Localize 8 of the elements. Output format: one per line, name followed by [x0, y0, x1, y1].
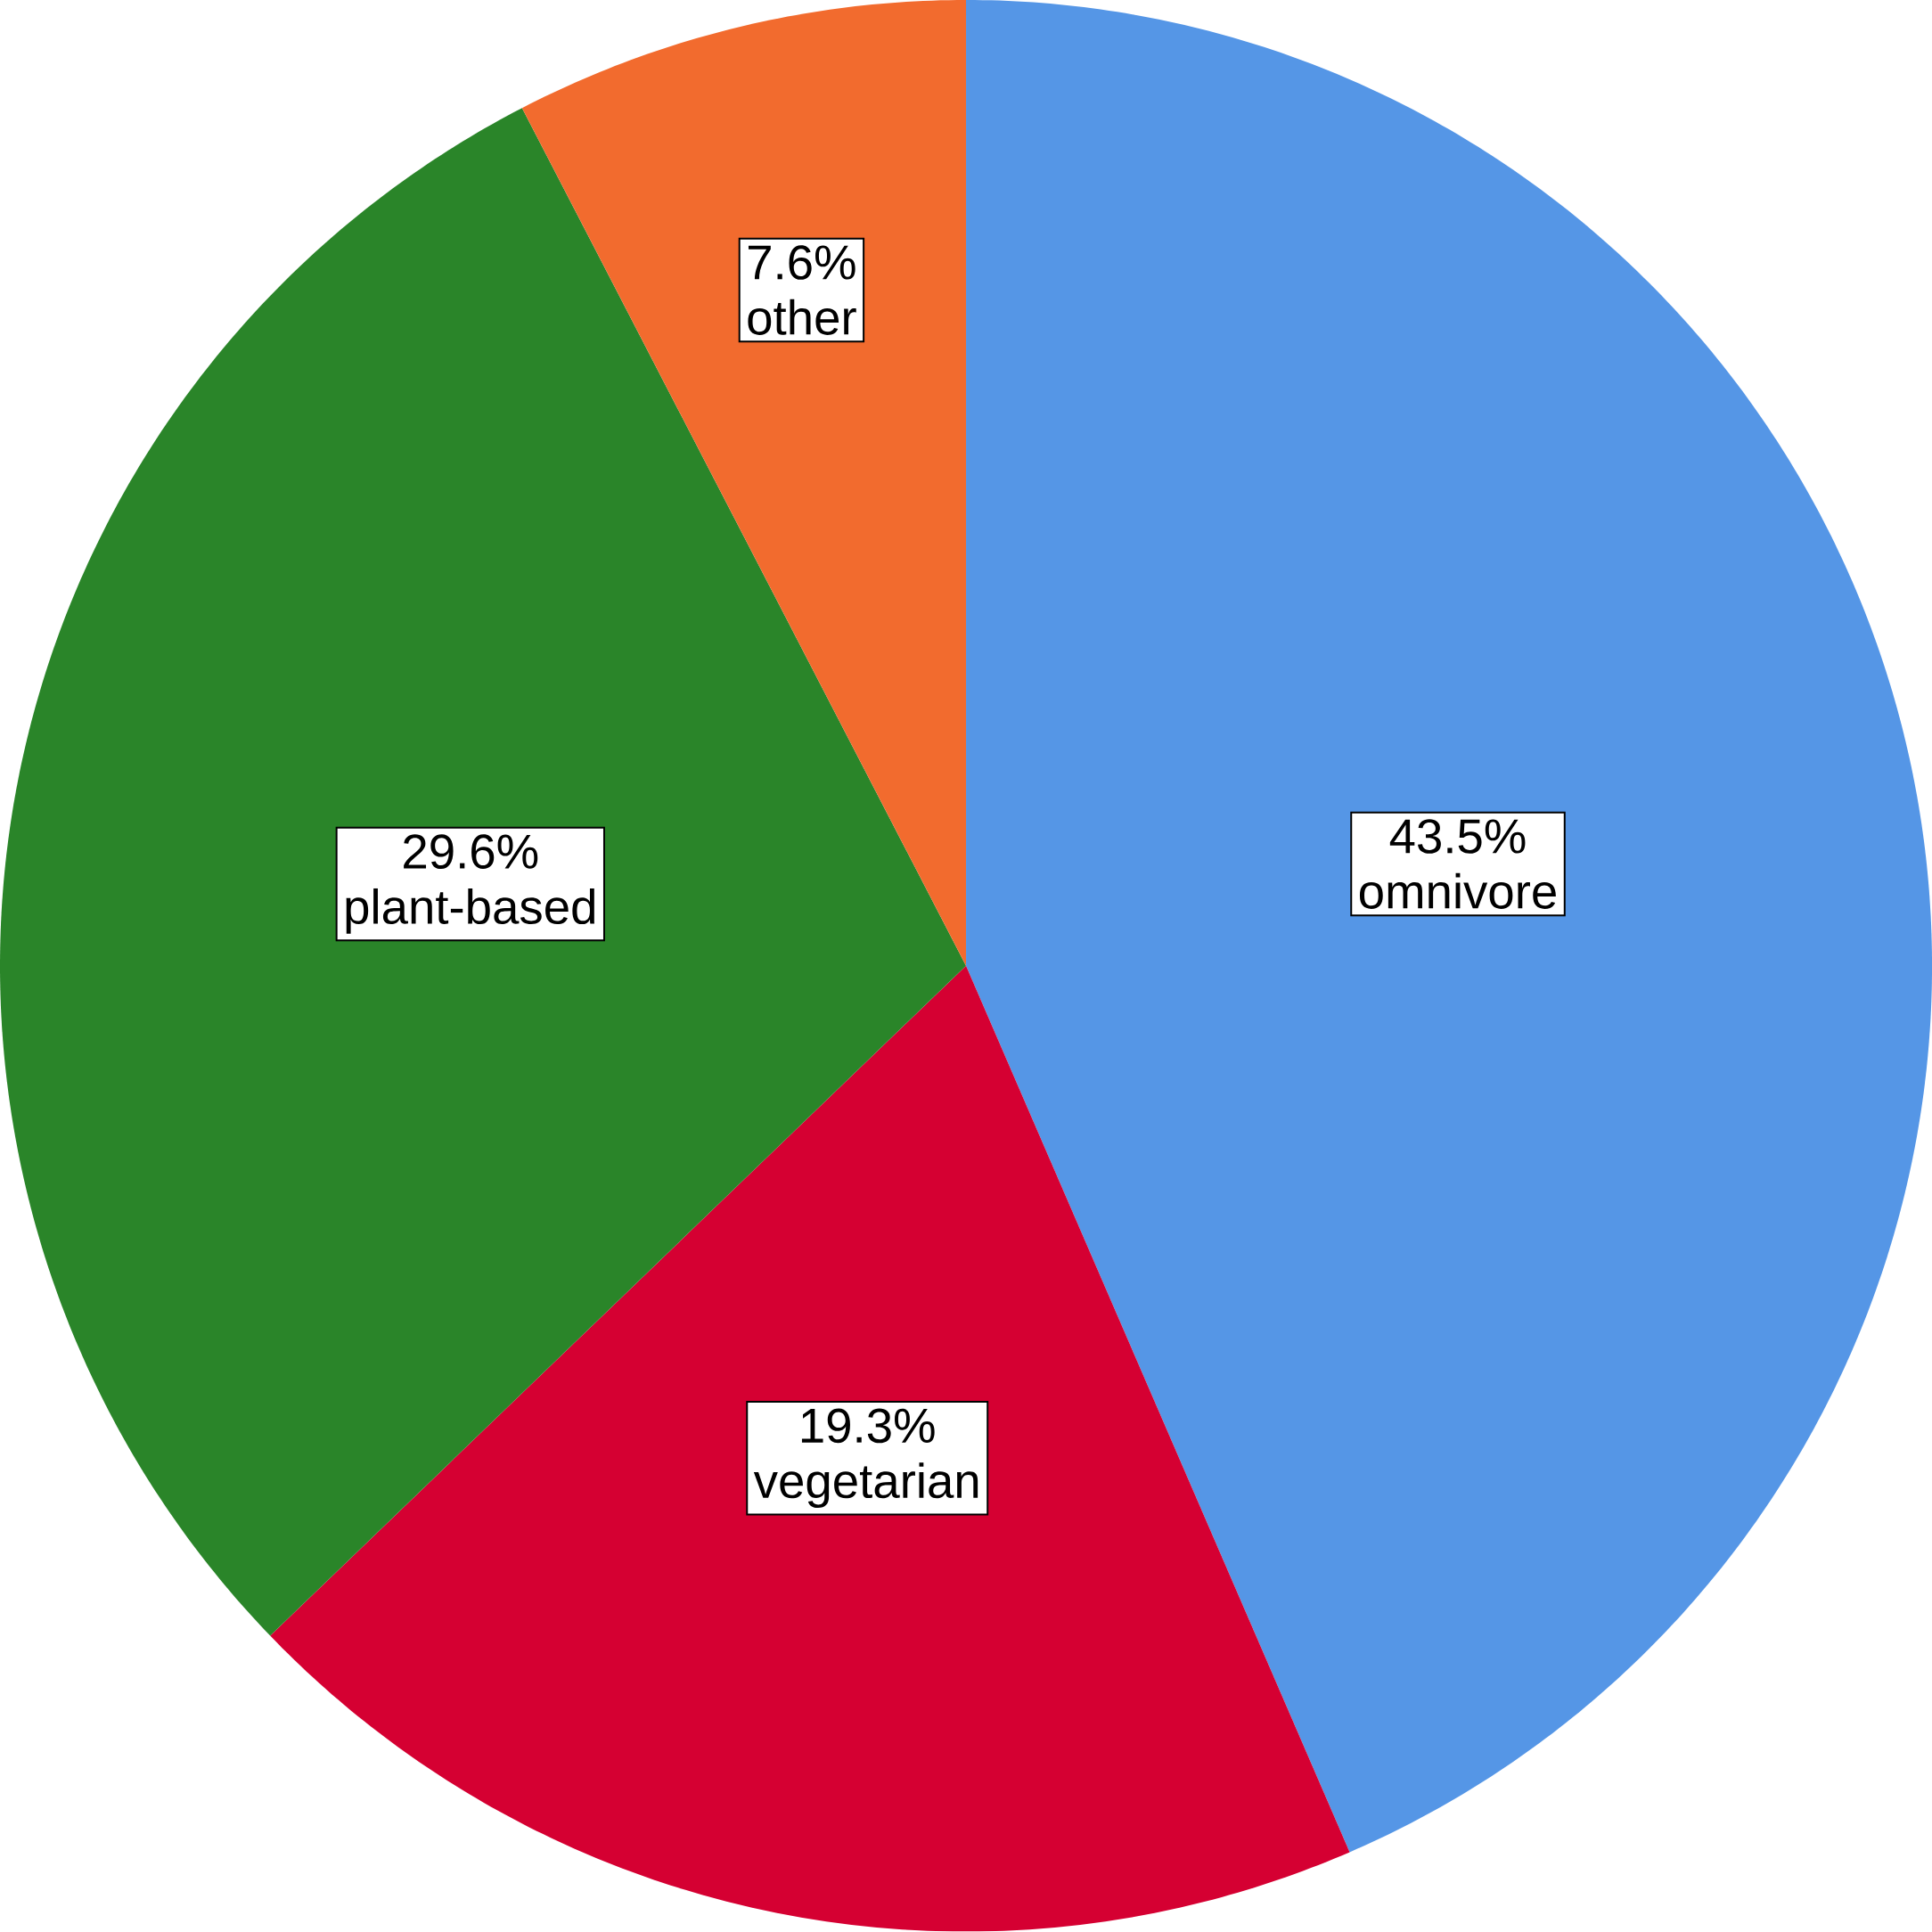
data-label: 43.5%: [1389, 819, 1526, 855]
data-label: 19.3%: [801, 1408, 935, 1444]
slice-label: omnivore: [1359, 873, 1556, 910]
data-label: 7.6%: [748, 245, 855, 281]
slice-label: vegetarian: [753, 1462, 978, 1509]
slice-label: other: [748, 299, 856, 336]
data-label: 29.6%: [404, 834, 538, 870]
slice-label: plant-based: [346, 888, 594, 935]
